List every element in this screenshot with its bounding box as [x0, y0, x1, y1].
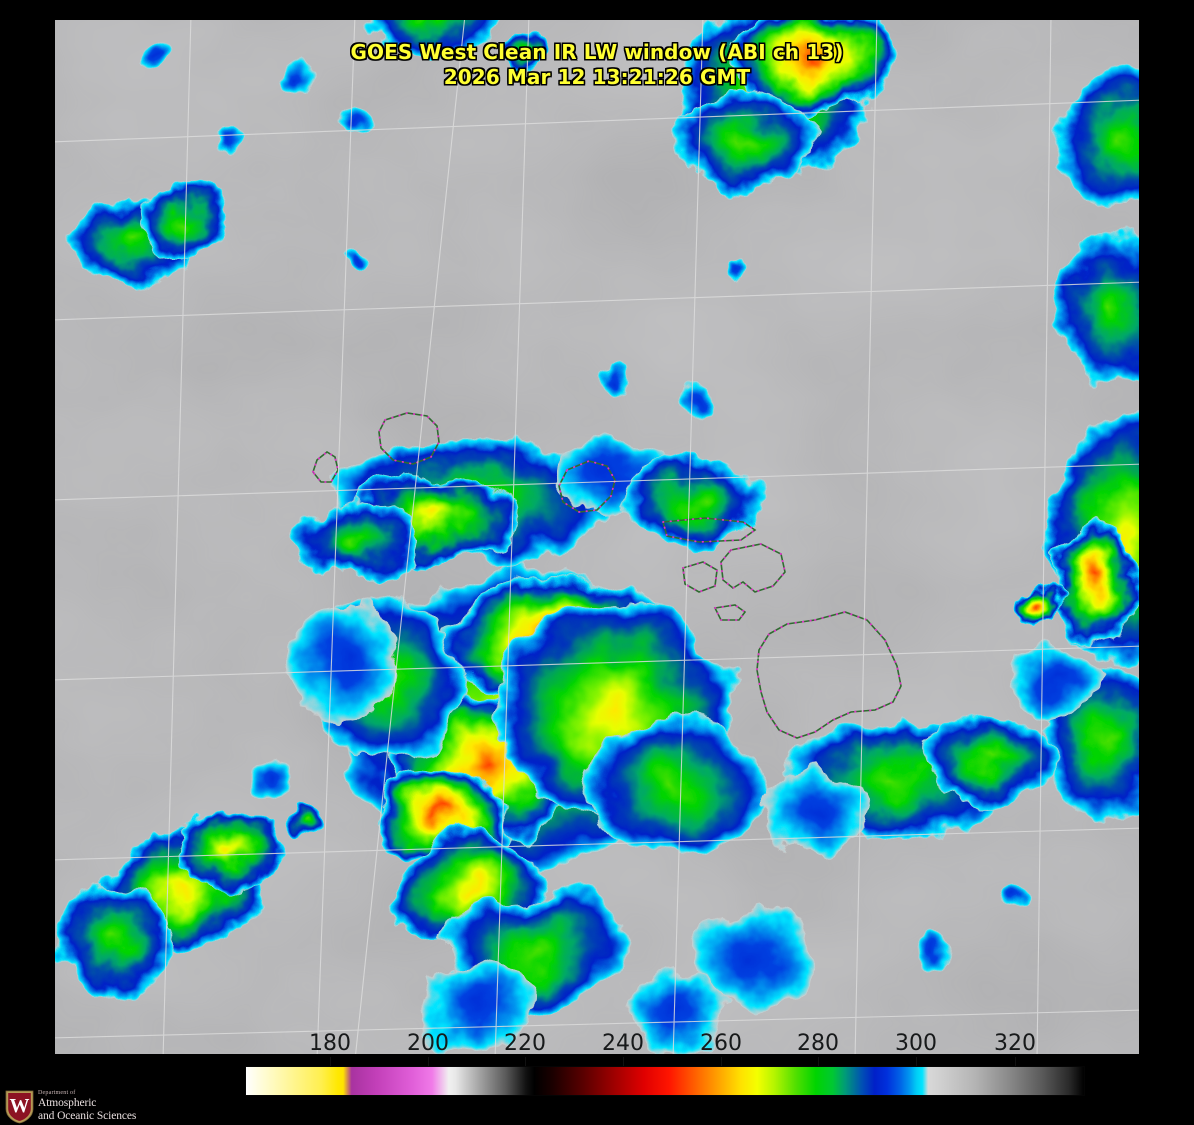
- colorbar-label-180: 180: [309, 1031, 351, 1056]
- colorbar-tick-280: [818, 1057, 819, 1066]
- colorbar-label-320: 320: [994, 1031, 1036, 1056]
- infrared-brightness-temperature-map: [55, 20, 1139, 1054]
- colorbar-label-300: 300: [895, 1031, 937, 1056]
- colorbar-label-200: 200: [407, 1031, 449, 1056]
- map-gridlines: [55, 20, 1139, 1054]
- institution-logo: W Department of Atmospheric and Oceanic …: [0, 1088, 160, 1125]
- colorbar-tick-180: [330, 1057, 331, 1066]
- colorbar-tick-320: [1015, 1057, 1016, 1066]
- logo-department-line: Department of: [38, 1090, 76, 1096]
- colorbar-label-280: 280: [797, 1031, 839, 1056]
- colorbar-label-260: 260: [700, 1031, 742, 1056]
- colorbar-gradient: [245, 1066, 1085, 1096]
- logo-org-line2: and Oceanic Sciences: [38, 1109, 137, 1122]
- uw-crest-icon: W: [5, 1090, 34, 1124]
- colorbar-label-240: 240: [602, 1031, 644, 1056]
- colorbar-tick-220: [525, 1057, 526, 1066]
- satellite-image-panel: [55, 20, 1139, 1054]
- colorbar-tick-300: [916, 1057, 917, 1066]
- colorbar-tick-200: [428, 1057, 429, 1066]
- colorbar-tick-240: [623, 1057, 624, 1066]
- island-coastline-dots: [311, 412, 902, 739]
- temperature-colorbar: [245, 1066, 1085, 1096]
- colorbar-tick-260: [721, 1057, 722, 1066]
- svg-text:W: W: [10, 1095, 30, 1117]
- institution-name: Department of Atmospheric and Oceanic Sc…: [38, 1089, 158, 1122]
- colorbar-label-220: 220: [504, 1031, 546, 1056]
- logo-org-line1: Atmospheric: [38, 1097, 97, 1109]
